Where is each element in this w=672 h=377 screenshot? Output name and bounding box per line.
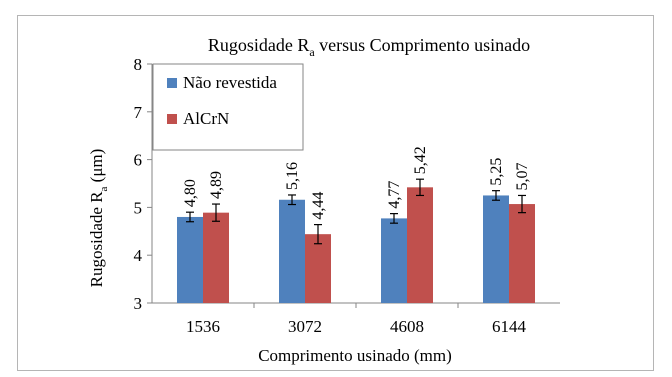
chart-title-subscript: a — [309, 45, 315, 59]
bar — [483, 195, 509, 303]
x-tick-label: 3072 — [288, 317, 322, 336]
y-axis-label-subscript: a — [98, 186, 110, 191]
legend-swatch — [167, 114, 177, 124]
legend-label: Não revestida — [183, 73, 277, 92]
data-label: 5,07 — [514, 162, 531, 190]
y-tick-label: 8 — [134, 55, 143, 74]
y-tick-label: 5 — [134, 198, 143, 217]
y-tick-label: 6 — [134, 151, 143, 170]
bar — [305, 234, 331, 303]
data-label: 5,25 — [488, 158, 505, 186]
legend-label: AlCrN — [183, 109, 229, 128]
x-tick-label: 6144 — [492, 317, 527, 336]
data-label: 5,16 — [284, 162, 301, 190]
bar — [381, 218, 407, 303]
y-axis-label: Rugosidade Ra (μm) — [87, 149, 110, 288]
legend-box — [152, 63, 304, 151]
bar — [203, 212, 229, 303]
bar — [509, 204, 535, 303]
data-label: 4,89 — [208, 171, 225, 199]
bar — [177, 216, 203, 303]
x-axis-label: Comprimento usinado (mm) — [258, 346, 452, 365]
y-tick-label: 7 — [134, 103, 143, 122]
y-tick-label: 3 — [134, 294, 143, 313]
bar — [279, 199, 305, 303]
legend-swatch — [167, 78, 177, 88]
data-label: 4,80 — [182, 179, 199, 207]
bar — [407, 187, 433, 303]
x-tick-label: 1536 — [186, 317, 220, 336]
chart-title-main: Rugosidade R — [208, 35, 310, 55]
plot-area: 3 4 5 6 7 8 1536 4,80 4,89 3072 5,16 4,44 4608 4,77 5,… — [134, 55, 560, 336]
chart-title-rest: versus Comprimento usinado — [315, 35, 530, 55]
chart-title: Rugosidade Ra versus Comprimento usinado — [208, 35, 530, 59]
legend: Não revestida AlCrN — [152, 63, 304, 151]
data-label: 4,44 — [310, 192, 327, 220]
y-axis-label-main: Rugosidade R — [87, 191, 106, 288]
data-label: 5,42 — [412, 146, 429, 174]
y-tick-label: 4 — [134, 246, 143, 265]
x-tick-label: 4608 — [390, 317, 424, 336]
y-axis-label-rest: (μm) — [87, 149, 106, 187]
data-label: 4,77 — [386, 181, 403, 209]
chart-frame — [17, 15, 654, 371]
